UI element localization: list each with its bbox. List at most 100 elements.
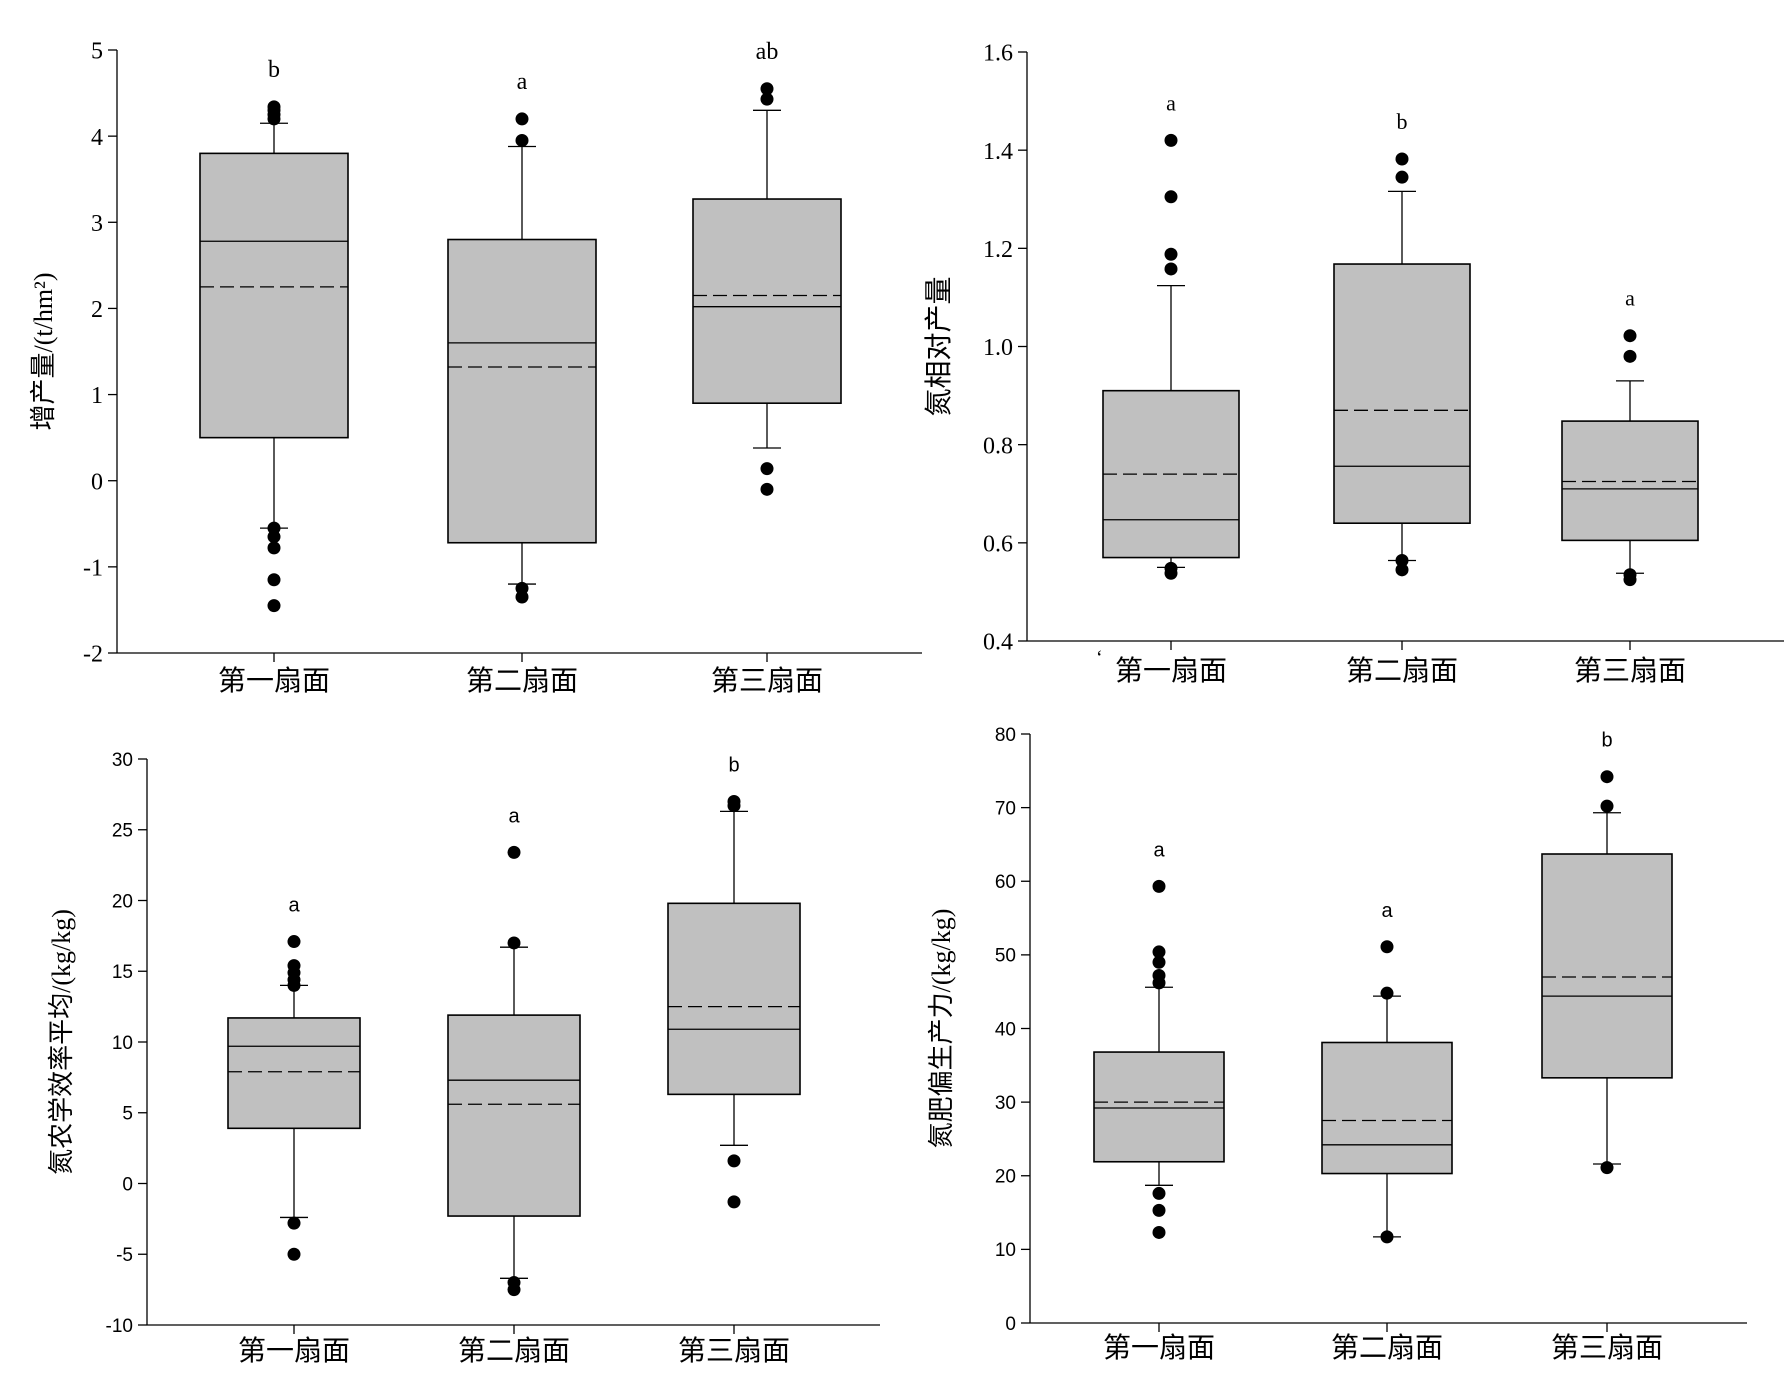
outlier-point [267,599,281,613]
outlier-point [1395,152,1409,166]
y-tick-label: 20 [995,1167,1016,1188]
outlier-point [760,482,774,496]
box-group: a [1102,90,1240,580]
outlier-point [267,541,281,555]
x-category-label: 第三扇面 [1551,1332,1663,1364]
outlier-point [1600,770,1614,784]
significance-letter: b [728,754,739,776]
y-tick-label: 0.8 [983,433,1013,459]
outlier-point [287,935,301,949]
box-group: a [227,895,361,1261]
outlier-point [507,845,521,859]
y-tick-label: 10 [995,1240,1016,1261]
y-tick-label: 5 [91,39,103,65]
significance-letter: a [1625,286,1635,311]
x-category-label: 第三扇面 [711,665,823,697]
outlier-point [287,1247,301,1261]
outlier-point [1623,349,1637,363]
stray-mark: ‘ [1096,647,1103,669]
x-category-label: 第二扇面 [466,665,578,697]
y-tick-label: 1.2 [983,237,1013,263]
outlier-point [760,92,774,106]
outlier-point [267,112,281,126]
y-tick-label: 25 [112,821,133,842]
significance-letter: a [1381,900,1393,922]
outlier-point [727,1195,741,1209]
box-group: a [447,805,581,1297]
outlier-point [1395,563,1409,577]
box-group: a [1561,286,1699,587]
y-tick-label: 4 [91,125,103,151]
outlier-point [1152,879,1166,893]
x-category-label: 第一扇面 [1103,1332,1215,1364]
box-group: a [1321,900,1453,1244]
box-group: b [199,57,349,613]
y-tick-label: 60 [995,872,1016,893]
outlier-point [1152,1186,1166,1200]
outlier-point [507,936,521,950]
iqr-box [667,902,801,1096]
iqr-box [227,1017,361,1130]
outlier-point [1164,247,1178,261]
y-axis-title: 氮相对产量 [923,276,955,416]
box-group: a [1093,839,1225,1239]
y-tick-label: 0 [91,469,103,495]
y-tick-label: 40 [995,1019,1016,1040]
y-tick-label: 0 [122,1174,133,1195]
significance-letter: a [288,895,300,917]
significance-letter: b [1397,109,1408,134]
y-tick-label: 70 [995,798,1016,819]
significance-letter: a [517,69,528,95]
outlier-point [1380,1230,1394,1244]
iqr-box [692,198,842,404]
iqr-box [447,1014,581,1217]
iqr-box [199,152,349,439]
y-tick-label: 0.6 [983,531,1013,557]
outlier-point [1600,1161,1614,1175]
y-tick-label: 5 [122,1104,133,1125]
y-axis-title: 增产量/(t/hm²) [29,272,58,430]
outlier-point [267,573,281,587]
significance-letter: b [1601,730,1612,752]
outlier-point [515,590,529,604]
outlier-point [515,133,529,147]
panel-nitrogen-partial-factor-productivity: 0 10 20 30 40 50 60 70 80 氮肥偏生产力/(kg/kg) 第一扇面 第二扇面 第… [927,725,1747,1364]
panel-yield-increase: -2 -1 0 1 2 3 4 5 增产量/(t/hm²) 第一扇面 第二扇面 第三扇面 b a ab [29,39,922,697]
significance-letter: a [1166,90,1176,115]
x-category-label: 第二扇面 [458,1335,570,1367]
iqr-box [1541,853,1673,1079]
x-category-label: 第一扇面 [218,665,330,697]
y-tick-label: 50 [995,946,1016,967]
outlier-point [1164,262,1178,276]
y-tick-label: 80 [995,725,1016,746]
outlier-point [1395,554,1409,568]
outlier-point [1164,133,1178,147]
y-tick-label: 0.4 [983,630,1013,656]
box-group: b [1333,109,1471,577]
outlier-point [515,112,529,126]
y-tick-label: -5 [116,1245,133,1266]
y-tick-label: 30 [995,1093,1016,1114]
outlier-point [1380,940,1394,954]
y-tick-label: 0 [1005,1314,1016,1335]
outlier-point [1600,799,1614,813]
significance-letter: a [508,805,520,827]
y-tick-label: 3 [91,211,103,237]
outlier-point [267,530,281,544]
y-tick-label: 1.4 [983,139,1013,165]
outlier-point [727,1154,741,1168]
outlier-point [507,1283,521,1297]
significance-letter: a [1153,839,1165,861]
y-axis-title: 氮农学效率平均/(kg/kg) [47,909,76,1175]
outlier-point [1152,976,1166,990]
outlier-point [1152,955,1166,969]
iqr-box [1561,420,1699,542]
outlier-point [287,1216,301,1230]
box-group: a [447,69,597,604]
y-tick-label: 30 [112,750,133,771]
y-tick-label: -1 [83,555,103,581]
y-tick-label: 1 [91,383,103,409]
panel-nitrogen-agronomic-efficiency: -10 -5 0 5 10 15 20 25 30 氮农学效率平均/(kg/kg) 第一扇面 第二扇面… [47,750,880,1367]
